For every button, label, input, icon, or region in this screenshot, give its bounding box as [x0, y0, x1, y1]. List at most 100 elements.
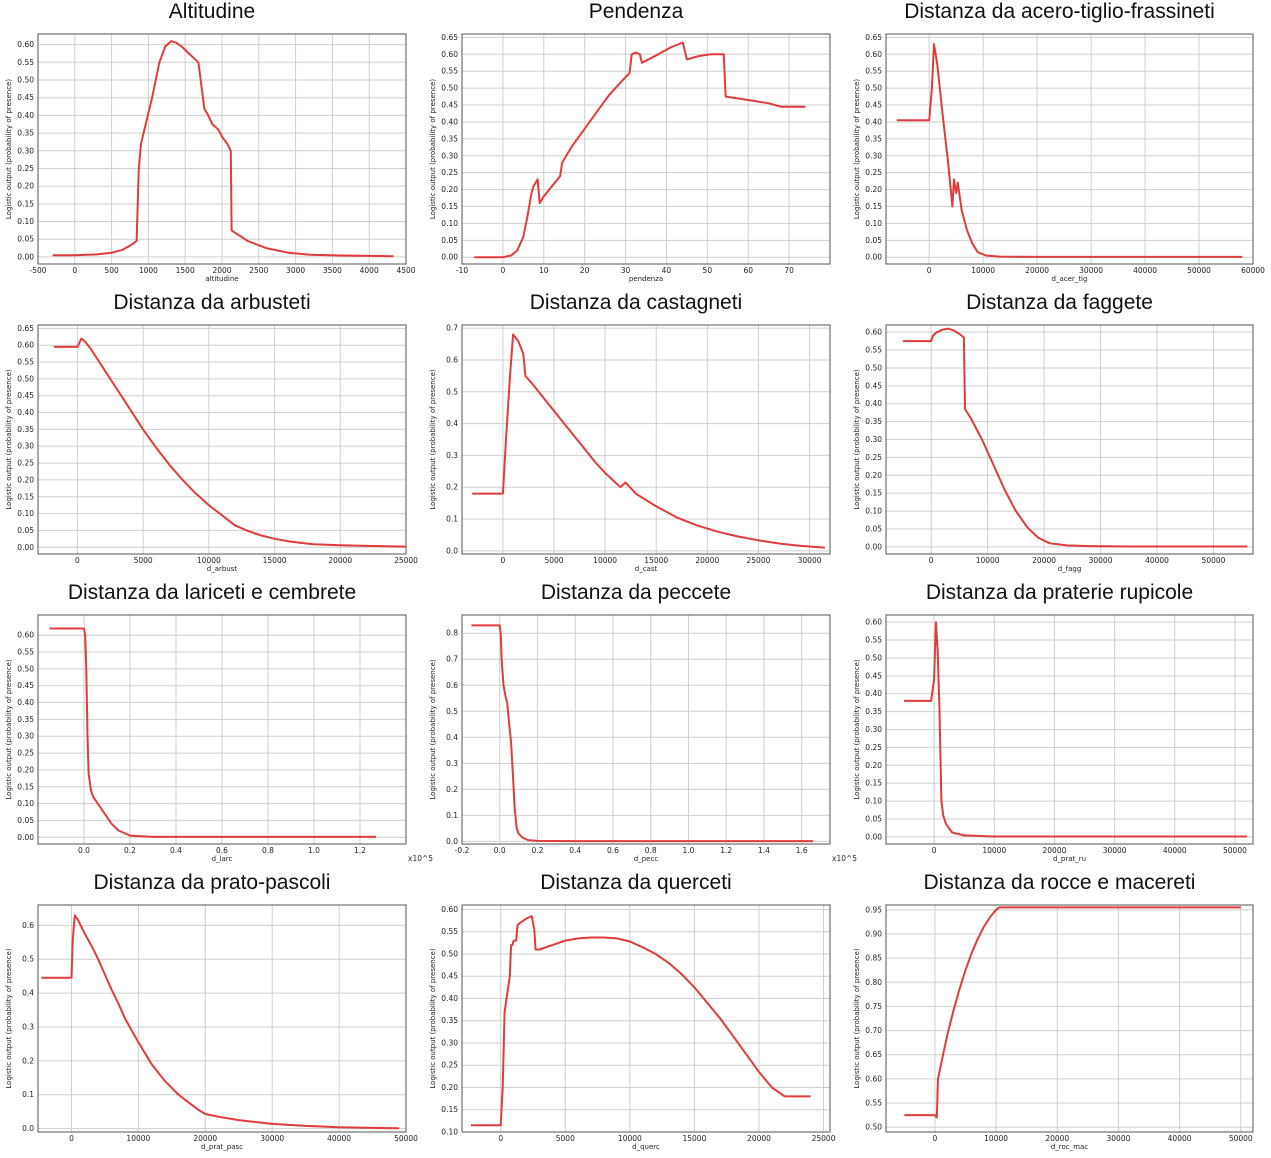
- line-chart-querceti: 0 5000 10000 15000 20000 25000 0.10 0.15 0.20 0.2…: [429, 904, 836, 1151]
- x-tick-label: 10: [539, 266, 549, 275]
- plot-frame: [461, 33, 831, 265]
- x-scale-label: x10^5: [832, 854, 857, 863]
- y-tick-label: 0.00: [865, 253, 882, 262]
- x-tick-label: 0: [500, 266, 505, 275]
- plot-frame: [37, 33, 407, 265]
- panel-peccete: Distanza da peccete -0.2 0.0 0.2 0.4 0.6 0.8 1…: [424, 581, 857, 870]
- panel-title: Distanza da castagneti: [529, 291, 743, 314]
- x-tick-label: -0.2: [455, 846, 470, 855]
- y-axis-label: Logistic output (probability of presence…: [853, 79, 861, 219]
- x-tick-label: 30: [621, 266, 631, 275]
- x-tick-label: 0: [498, 1134, 503, 1143]
- y-tick-label: 0.45: [17, 391, 34, 400]
- y-tick-label: 0.55: [865, 636, 882, 645]
- y-tick-label: 0.55: [865, 346, 882, 355]
- x-tick-label: 15000: [263, 556, 287, 565]
- line-chart-altitudine: -500 0 500 1000 1500 2000 2500 3000 3500 4000 4500…: [5, 33, 416, 283]
- x-tick-label: 0.4: [569, 846, 581, 855]
- y-axis-label: Logistic output (probability of presence…: [853, 369, 861, 509]
- y-tick-label: 0.25: [865, 168, 882, 177]
- x-tick-label: 10000: [618, 1134, 642, 1143]
- x-tick-label: 40: [662, 266, 672, 275]
- plot-frame: [461, 614, 831, 845]
- x-tick-label: 0.6: [607, 846, 619, 855]
- plot-frame: [885, 614, 1254, 845]
- x-tick-label: 0: [929, 556, 934, 565]
- y-tick-label: 0.7: [446, 655, 458, 664]
- y-tick-label: 0.2: [22, 1056, 34, 1065]
- x-tick-label: 15000: [644, 556, 668, 565]
- y-tick-label: 0.80: [865, 978, 882, 987]
- y-axis-label: Logistic output (probability of presence…: [429, 79, 437, 219]
- panel-praterie-rupicole: Distanza da praterie rupicole 0 10000 2000…: [848, 581, 1271, 870]
- x-tick-label: 20000: [1045, 1134, 1069, 1143]
- y-tick-label: 0.2: [446, 483, 458, 492]
- y-tick-label: 0.15: [865, 779, 882, 788]
- y-tick-label: 0.50: [17, 664, 34, 673]
- y-tick-label: 0.10: [17, 799, 34, 808]
- x-axis-label: d_prat_ru: [1053, 855, 1086, 863]
- y-tick-label: 0.10: [441, 219, 458, 228]
- y-tick-label: 0.4: [446, 733, 458, 742]
- x-tick-label: 50000: [1187, 266, 1211, 275]
- x-tick-label: 10000: [984, 1134, 1008, 1143]
- y-tick-label: 0.55: [17, 648, 34, 657]
- y-tick-label: 0.00: [865, 542, 882, 551]
- y-tick-label: 0.30: [865, 725, 882, 734]
- x-tick-label: 20000: [1025, 266, 1049, 275]
- y-tick-label: 0.30: [865, 151, 882, 160]
- panel-title: Distanza da faggete: [966, 291, 1153, 314]
- y-tick-label: 0.50: [441, 949, 458, 958]
- x-tick-label: 10000: [126, 1134, 150, 1143]
- y-axis-label: Logistic output (probability of presence…: [429, 659, 437, 799]
- plot-area: [37, 324, 407, 555]
- x-tick-label: -10: [456, 266, 468, 275]
- y-tick-label: 0.15: [17, 492, 34, 501]
- y-tick-label: 0.45: [17, 93, 34, 102]
- y-tick-label: 0.15: [441, 1105, 458, 1114]
- x-tick-label: 1.2: [354, 846, 366, 855]
- y-tick-label: 0.25: [441, 1061, 458, 1070]
- y-tick-label: 0.55: [865, 1099, 882, 1108]
- x-tick-label: 0.2: [124, 846, 136, 855]
- y-axis-label: Logistic output (probability of presence…: [853, 659, 861, 799]
- line-chart-castagneti: 0 5000 10000 15000 20000 25000 30000 0.0 0.1 0.2 0…: [429, 324, 831, 573]
- response-curve: [471, 915, 811, 1127]
- panel-title: Distanza da lariceti e cembrete: [67, 581, 357, 604]
- x-tick-label: 30000: [1103, 846, 1127, 855]
- x-tick-label: 25000: [812, 1134, 836, 1143]
- y-tick-label: 0.65: [441, 33, 458, 42]
- panel-title: Pendenza: [588, 0, 684, 23]
- y-tick-label: 0.20: [865, 185, 882, 194]
- y-tick-label: 0.50: [17, 76, 34, 85]
- y-tick-label: 0.40: [441, 994, 458, 1003]
- y-tick-label: 0.60: [441, 50, 458, 59]
- y-tick-label: 0.55: [441, 67, 458, 76]
- y-axis-label: Logistic output (probability of presence…: [5, 369, 13, 509]
- response-curve: [472, 333, 825, 549]
- y-tick-label: 0.4: [446, 419, 458, 428]
- x-tick-label: 60000: [1241, 266, 1265, 275]
- y-axis-label: Logistic output (probability of presence…: [429, 948, 437, 1088]
- y-tick-label: 0.45: [17, 681, 34, 690]
- plot-frame: [885, 33, 1254, 265]
- x-tick-label: 0: [69, 1134, 74, 1143]
- x-axis-label: d_cast: [635, 565, 658, 573]
- x-tick-label: 50000: [1223, 846, 1247, 855]
- x-tick-label: 30000: [260, 1134, 284, 1143]
- y-tick-label: 0.05: [17, 526, 34, 535]
- x-tick-label: 30000: [1079, 266, 1103, 275]
- x-tick-label: 2000: [212, 266, 231, 275]
- response-curve: [49, 627, 377, 838]
- y-tick-label: 0.25: [17, 749, 34, 758]
- x-tick-label: 3500: [323, 266, 342, 275]
- x-tick-label: 40000: [327, 1134, 351, 1143]
- y-tick-label: 0.50: [865, 653, 882, 662]
- line-chart-faggete: 0 10000 20000 30000 40000 50000 0.00 0.05 0.10 0.…: [853, 324, 1254, 573]
- x-axis-label: d_acer_tig: [1052, 275, 1088, 283]
- y-tick-label: 0.45: [441, 101, 458, 110]
- y-tick-label: 0.5: [446, 387, 458, 396]
- y-tick-label: 0.30: [17, 442, 34, 451]
- x-tick-label: 30000: [798, 556, 822, 565]
- y-tick-label: 0.6: [22, 921, 34, 930]
